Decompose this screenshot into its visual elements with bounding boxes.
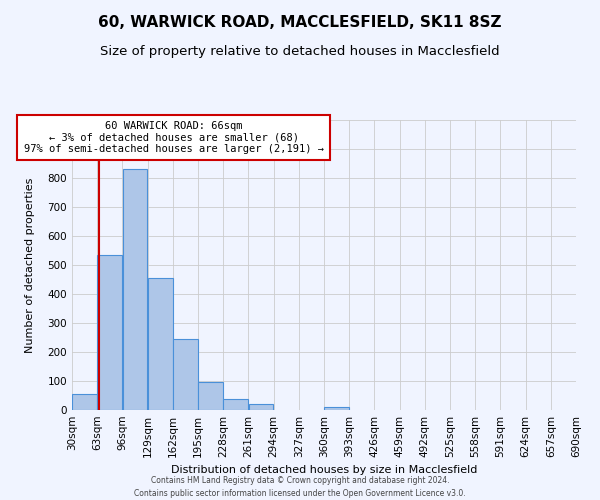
- Bar: [122, 170, 148, 410]
- Bar: [223, 399, 248, 410]
- Text: 60, WARWICK ROAD, MACCLESFIELD, SK11 8SZ: 60, WARWICK ROAD, MACCLESFIELD, SK11 8SZ: [98, 15, 502, 30]
- Text: Contains public sector information licensed under the Open Government Licence v3: Contains public sector information licen…: [134, 488, 466, 498]
- Bar: [324, 407, 349, 410]
- Bar: [72, 394, 97, 410]
- Text: 60 WARWICK ROAD: 66sqm
← 3% of detached houses are smaller (68)
97% of semi-deta: 60 WARWICK ROAD: 66sqm ← 3% of detached …: [23, 121, 323, 154]
- Text: Size of property relative to detached houses in Macclesfield: Size of property relative to detached ho…: [100, 45, 500, 58]
- Text: Contains HM Land Registry data © Crown copyright and database right 2024.: Contains HM Land Registry data © Crown c…: [151, 476, 449, 485]
- Bar: [248, 404, 274, 410]
- Bar: [148, 278, 173, 410]
- X-axis label: Distribution of detached houses by size in Macclesfield: Distribution of detached houses by size …: [171, 466, 477, 475]
- Bar: [173, 339, 198, 410]
- Y-axis label: Number of detached properties: Number of detached properties: [25, 178, 35, 352]
- Bar: [198, 382, 223, 410]
- Bar: [97, 255, 122, 410]
